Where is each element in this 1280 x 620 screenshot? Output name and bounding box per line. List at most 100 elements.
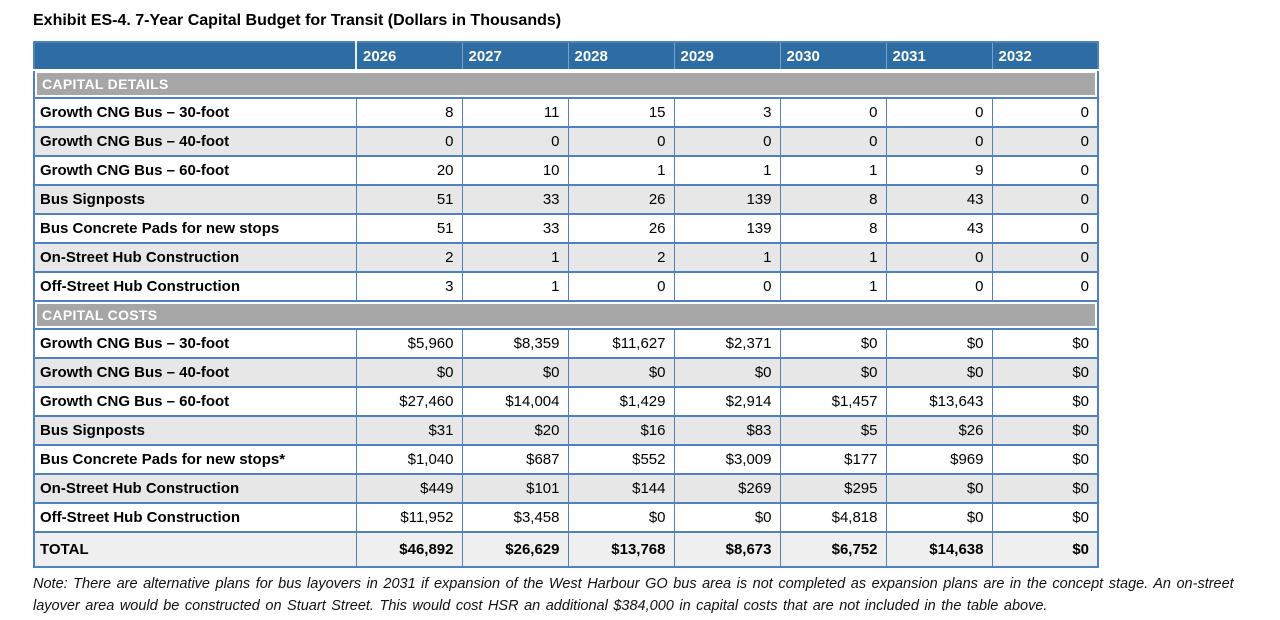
capital-budget-table: 2026 2027 2028 2029 2030 2031 2032 CAPITAL DET… xyxy=(33,41,1099,568)
value-cell: $27,460 xyxy=(355,386,463,417)
total-value-cell: $26,629 xyxy=(461,531,569,568)
value-cell: $0 xyxy=(991,444,1099,475)
section-band-label: CAPITAL DETAILS xyxy=(37,73,1095,95)
value-cell: 3 xyxy=(673,97,781,128)
row-label-cell: Growth CNG Bus – 30-foot xyxy=(33,328,357,359)
value-cell: 0 xyxy=(991,213,1099,244)
value-cell: 0 xyxy=(991,97,1099,128)
table-row: Growth CNG Bus – 30-foot $5,960 $8,359 $11,… xyxy=(33,328,1099,359)
row-label-cell: Bus Signposts xyxy=(33,184,357,215)
value-cell: 139 xyxy=(673,213,781,244)
value-cell: $11,952 xyxy=(355,502,463,533)
row-label-cell: On-Street Hub Construction xyxy=(33,242,357,273)
row-label-cell: Bus Concrete Pads for new stops xyxy=(33,213,357,244)
value-cell: $269 xyxy=(673,473,781,504)
value-cell: $0 xyxy=(885,328,993,359)
value-cell: $449 xyxy=(355,473,463,504)
value-cell: $295 xyxy=(779,473,887,504)
value-cell: $0 xyxy=(673,502,781,533)
section-header-row: CAPITAL DETAILS xyxy=(34,70,1098,98)
value-cell: 1 xyxy=(673,242,781,273)
value-cell: 0 xyxy=(885,271,993,302)
value-cell: 0 xyxy=(355,126,463,157)
year-header-cell: 2026 xyxy=(355,42,462,71)
table-row: Growth CNG Bus – 40-foot 0 0 0 0 0 0 0 xyxy=(33,126,1099,157)
total-label-cell: TOTAL xyxy=(33,531,357,568)
value-cell: $0 xyxy=(779,328,887,359)
value-cell: 0 xyxy=(779,97,887,128)
value-cell: 0 xyxy=(673,126,781,157)
table-row: Bus Concrete Pads for new stops 51 33 26 139… xyxy=(33,213,1099,244)
value-cell: $16 xyxy=(567,415,675,446)
value-cell: 0 xyxy=(779,126,887,157)
value-cell: 0 xyxy=(567,271,675,302)
value-cell: 0 xyxy=(673,271,781,302)
value-cell: 1 xyxy=(673,155,781,186)
value-cell: $1,040 xyxy=(355,444,463,475)
value-cell: 51 xyxy=(355,213,463,244)
table-row: Bus Signposts $31 $20 $16 $83 $5 $26 $0 xyxy=(33,415,1099,446)
row-label-cell: Off-Street Hub Construction xyxy=(33,502,357,533)
value-cell: 139 xyxy=(673,184,781,215)
value-cell: $0 xyxy=(991,502,1099,533)
value-cell: $11,627 xyxy=(567,328,675,359)
value-cell: $0 xyxy=(991,328,1099,359)
value-cell: $5 xyxy=(779,415,887,446)
value-cell: $0 xyxy=(885,502,993,533)
value-cell: $552 xyxy=(567,444,675,475)
value-cell: 0 xyxy=(991,126,1099,157)
table-row: Growth CNG Bus – 40-foot $0 $0 $0 $0 $0 $0 $0 xyxy=(33,357,1099,388)
table-row: Growth CNG Bus – 60-foot 20 10 1 1 1 9 0 xyxy=(33,155,1099,186)
row-label-cell: Growth CNG Bus – 30-foot xyxy=(33,97,357,128)
section-band-label: CAPITAL COSTS xyxy=(37,304,1095,326)
value-cell: $144 xyxy=(567,473,675,504)
section-header-cell: CAPITAL DETAILS xyxy=(34,70,1098,98)
table-row: Bus Concrete Pads for new stops* $1,040 $6… xyxy=(33,444,1099,475)
value-cell: $4,818 xyxy=(779,502,887,533)
value-cell: $1,429 xyxy=(567,386,675,417)
value-cell: 15 xyxy=(567,97,675,128)
value-cell: 0 xyxy=(461,126,569,157)
value-cell: $13,643 xyxy=(885,386,993,417)
value-cell: $31 xyxy=(355,415,463,446)
table-row: Growth CNG Bus – 30-foot 8 11 15 3 0 0 0 xyxy=(33,97,1099,128)
value-cell: $3,009 xyxy=(673,444,781,475)
value-cell: 1 xyxy=(779,271,887,302)
label-column-header xyxy=(34,42,356,71)
value-cell: 26 xyxy=(567,213,675,244)
value-cell: $0 xyxy=(991,357,1099,388)
value-cell: 20 xyxy=(355,155,463,186)
value-cell: $0 xyxy=(355,357,463,388)
value-cell: 0 xyxy=(885,126,993,157)
value-cell: 3 xyxy=(355,271,463,302)
value-cell: $1,457 xyxy=(779,386,887,417)
value-cell: 33 xyxy=(461,213,569,244)
value-cell: 0 xyxy=(991,242,1099,273)
value-cell: 0 xyxy=(991,271,1099,302)
value-cell: 0 xyxy=(991,155,1099,186)
row-label-cell: Off-Street Hub Construction xyxy=(33,271,357,302)
year-header-cell: 2029 xyxy=(673,42,780,71)
year-header-cell: 2028 xyxy=(567,42,674,71)
value-cell: 0 xyxy=(991,184,1099,215)
value-cell: 1 xyxy=(779,155,887,186)
page-title: Exhibit ES-4. 7-Year Capital Budget for … xyxy=(33,12,562,29)
row-label-cell: Growth CNG Bus – 60-foot xyxy=(33,155,357,186)
table-row: Bus Signposts 51 33 26 139 8 43 0 xyxy=(33,184,1099,215)
value-cell: $0 xyxy=(567,357,675,388)
value-cell: 9 xyxy=(885,155,993,186)
year-header-cell: 2031 xyxy=(885,42,992,71)
value-cell: 8 xyxy=(779,184,887,215)
value-cell: $687 xyxy=(461,444,569,475)
total-value-cell: $13,768 xyxy=(567,531,675,568)
value-cell: $101 xyxy=(461,473,569,504)
value-cell: $0 xyxy=(567,502,675,533)
table-row: On-Street Hub Construction $449 $101 $144 $2… xyxy=(33,473,1099,504)
section-header-cell: CAPITAL COSTS xyxy=(34,301,1098,329)
value-cell: $969 xyxy=(885,444,993,475)
value-cell: 2 xyxy=(567,242,675,273)
value-cell: 43 xyxy=(885,213,993,244)
value-cell: $0 xyxy=(673,357,781,388)
total-value-cell: $8,673 xyxy=(673,531,781,568)
